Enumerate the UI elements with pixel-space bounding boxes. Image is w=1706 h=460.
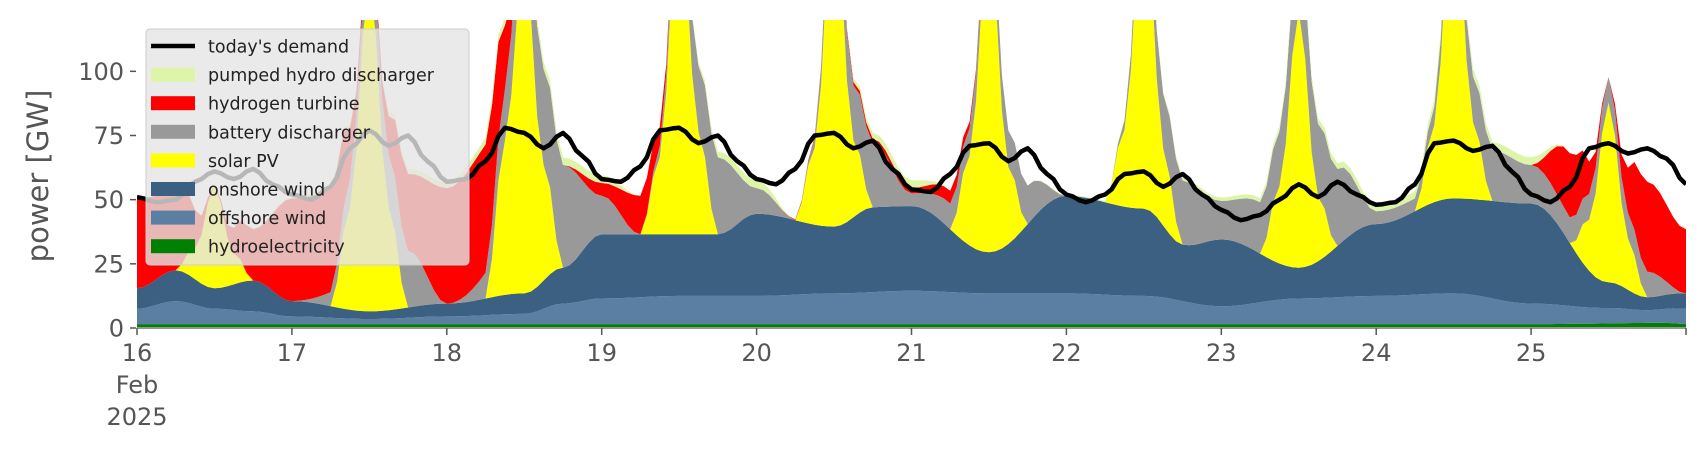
x-tick-label-line: 22 xyxy=(1051,339,1082,367)
x-tick-label: 24 xyxy=(1361,339,1392,367)
x-tick-label-line: 21 xyxy=(896,339,927,367)
x-tick-label: 21 xyxy=(896,339,927,367)
area-onshore-wind xyxy=(137,195,1686,319)
legend-swatch xyxy=(151,182,195,196)
area-offshore-wind xyxy=(137,290,1686,325)
x-tick-label-line: 18 xyxy=(432,339,463,367)
legend-label: solar PV xyxy=(208,152,279,172)
legend-label: hydrogen turbine xyxy=(208,95,360,115)
x-tick-label: 18 xyxy=(432,339,463,367)
x-tick-label: 22 xyxy=(1051,339,1082,367)
x-tick-label: 17 xyxy=(277,339,308,367)
y-tick-label: 100 xyxy=(78,58,124,86)
x-axis: 16 Feb 2025 17 18 19 20 21 22 23 24 25 xyxy=(106,328,1687,431)
legend-swatch xyxy=(151,96,195,111)
area-hydroelectricity xyxy=(137,322,1686,327)
x-tick-label-line: 24 xyxy=(1361,339,1392,367)
x-tick-label-line: 23 xyxy=(1206,339,1237,367)
x-tick-label-line: 25 xyxy=(1516,339,1547,367)
legend-swatch xyxy=(151,210,195,225)
x-tick-label-line: 20 xyxy=(741,339,772,367)
x-tick-label-line: 17 xyxy=(277,339,308,367)
x-tick-label-line: 19 xyxy=(586,339,617,367)
legend-swatch xyxy=(151,239,195,254)
y-tick-label: 0 xyxy=(109,315,124,343)
legend-swatch xyxy=(151,67,195,82)
area-solar-pv xyxy=(137,20,1686,312)
y-tick-label: 50 xyxy=(93,186,124,214)
legend-label: offshore wind xyxy=(208,209,326,229)
legend-swatch xyxy=(151,153,195,168)
x-tick-label: 23 xyxy=(1206,339,1237,367)
y-tick-label: 25 xyxy=(93,250,124,278)
y-axis: 0 25 50 75 100 xyxy=(78,58,136,343)
legend-swatch xyxy=(151,124,195,139)
area-hydrogen-turbine xyxy=(137,20,1686,304)
y-axis-title: power [GW] xyxy=(21,90,55,263)
y-tick-label: 75 xyxy=(93,122,124,150)
legend-label: battery discharger xyxy=(208,123,371,143)
x-tick-label: 16 Feb 2025 xyxy=(106,339,167,431)
x-tick-label-line: Feb xyxy=(116,371,159,399)
x-tick-label: 20 xyxy=(741,339,772,367)
x-tick-label-line: 2025 xyxy=(106,403,167,431)
x-tick-label-line: 16 xyxy=(122,339,153,367)
legend-label: today's demand xyxy=(208,38,349,58)
legend-label: hydroelectricity xyxy=(208,238,345,258)
legend-frame xyxy=(145,28,470,266)
legend-label: pumped hydro discharger xyxy=(208,66,435,86)
x-tick-label: 25 xyxy=(1516,339,1547,367)
legend: today's demand pumped hydro discharger hyd… xyxy=(145,28,470,266)
legend-label: onshore wind xyxy=(208,181,325,201)
x-tick-label: 19 xyxy=(586,339,617,367)
